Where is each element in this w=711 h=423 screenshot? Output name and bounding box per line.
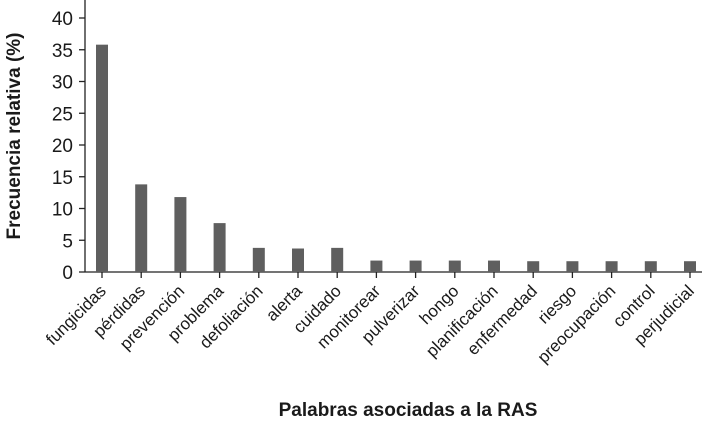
- y-tick-label: 0: [62, 263, 73, 284]
- bar: [252, 247, 265, 272]
- bar: [448, 260, 461, 272]
- x-tick-labels: fungicidaspérdidasprevenciónproblemadefo…: [42, 281, 698, 367]
- bar: [409, 260, 422, 272]
- y-tick-label: 25: [52, 104, 73, 125]
- x-axis: [85, 271, 702, 278]
- y-tick-label: 35: [52, 41, 73, 62]
- bar: [566, 261, 579, 272]
- bar: [292, 248, 304, 272]
- bar: [370, 260, 383, 272]
- y-tick-label: 10: [52, 200, 73, 221]
- bar: [605, 261, 618, 272]
- bar: [135, 184, 148, 272]
- bar: [644, 261, 657, 272]
- y-tick-label: 40: [52, 9, 73, 30]
- bar: [331, 247, 344, 272]
- bar: [684, 261, 696, 272]
- bar: [174, 197, 187, 272]
- y-axis-title: Frecuencia relativa (%): [4, 33, 25, 240]
- y-tick-label: 20: [52, 136, 73, 157]
- y-tick-label: 30: [52, 73, 73, 94]
- y-axis: 0 5 10 15 20 25 30 35 40: [52, 0, 86, 284]
- x-axis-title: Palabras asociadas a la RAS: [279, 400, 538, 421]
- bar: [96, 44, 108, 272]
- y-tick-label: 15: [52, 168, 73, 189]
- bar: [213, 223, 226, 272]
- bars: [96, 44, 696, 272]
- bar: [527, 261, 540, 272]
- y-tick-label: 5: [62, 231, 73, 252]
- bar: [488, 260, 500, 272]
